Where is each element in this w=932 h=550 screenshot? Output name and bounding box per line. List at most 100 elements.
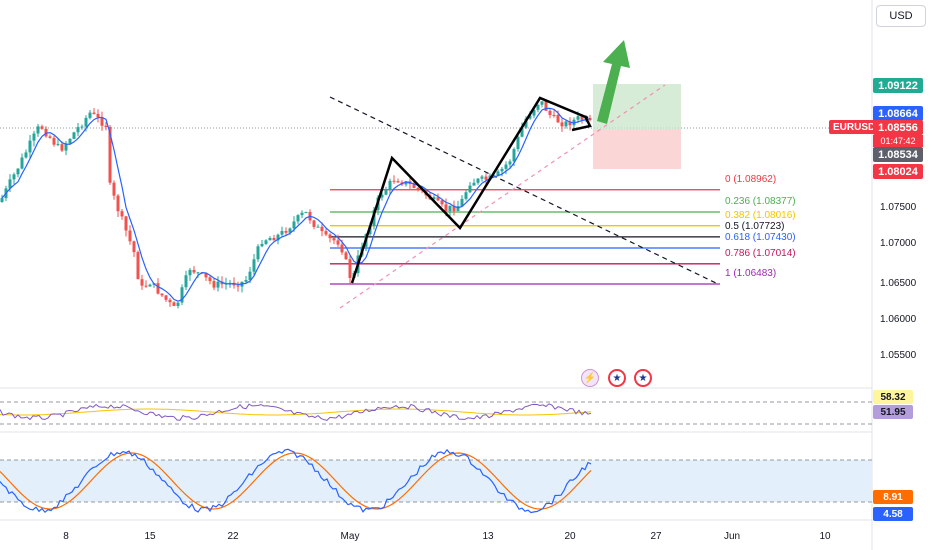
candle-body	[160, 293, 164, 296]
candle-body	[172, 302, 176, 306]
candle-body	[348, 259, 352, 278]
time-axis-label: May	[340, 531, 360, 542]
candle-body	[280, 231, 284, 235]
candle-body	[528, 115, 532, 119]
candle-body	[76, 127, 80, 133]
rsi-line	[0, 403, 592, 421]
candle-body	[212, 281, 216, 288]
candle-body	[296, 215, 300, 222]
candle-body	[8, 179, 12, 189]
price-axis-label: 1.06000	[880, 314, 917, 325]
candle-body	[20, 157, 24, 169]
candle-body	[492, 175, 496, 177]
candle-body	[180, 287, 184, 303]
time-axis-label: 10	[819, 531, 831, 542]
stoch-d-line	[0, 452, 592, 510]
candle-body	[460, 198, 464, 207]
candle-body	[384, 189, 388, 195]
candle-body	[244, 279, 248, 282]
candle-body	[260, 243, 264, 247]
candle-body	[576, 116, 580, 120]
candle-body	[192, 269, 196, 273]
bullish-arrow	[597, 40, 630, 124]
stoch-band	[0, 460, 872, 502]
price-tag: 1.08534	[873, 147, 923, 162]
candle-body	[560, 122, 564, 127]
long-stop-zone	[593, 129, 681, 169]
candle-body	[60, 144, 64, 151]
candle-body	[484, 176, 488, 180]
candle-body	[512, 149, 516, 162]
candle-body	[104, 125, 108, 127]
stoch-value-tag: 8.91	[873, 490, 913, 504]
candle-body	[328, 234, 332, 239]
candle-body	[496, 171, 500, 176]
candle-body	[472, 182, 476, 186]
rsi-ma-line	[0, 408, 592, 416]
candle-body	[32, 133, 36, 141]
rsi-value-tag: 51.95	[873, 405, 913, 419]
candle-body	[532, 109, 536, 116]
candle-body	[304, 211, 308, 213]
candle-body	[404, 181, 408, 185]
symbol-badge: EURUSD	[829, 120, 880, 134]
candle-body	[292, 221, 296, 229]
candle-body	[28, 140, 32, 153]
price-axis-label: 1.07000	[880, 238, 917, 249]
candle-body	[436, 197, 440, 201]
candle-body	[580, 116, 584, 120]
candle-body	[340, 244, 344, 253]
candle-body	[56, 144, 60, 146]
fib-level-label: 0 (1.08962)	[725, 173, 777, 185]
candle-body	[48, 136, 52, 138]
rsi-value-tag: 58.32	[873, 390, 913, 404]
fib-level-label: 1 (1.06483)	[725, 268, 777, 279]
candle-body	[116, 195, 120, 212]
candle-body	[252, 259, 256, 272]
us-flag-event-icon[interactable]: ★	[608, 369, 626, 387]
candle-body	[228, 282, 232, 284]
currency-selector-button[interactable]: USD	[876, 5, 926, 27]
candle-body	[132, 241, 136, 253]
candle-body	[300, 212, 304, 216]
candle-body	[444, 204, 448, 212]
candle-body	[464, 192, 468, 199]
candle-body	[536, 104, 540, 110]
us-flag-event-icon[interactable]: ★	[634, 369, 652, 387]
candle-body	[208, 277, 212, 282]
candle-body	[136, 252, 140, 280]
candle-body	[276, 234, 280, 241]
price-axis-label: 1.06500	[880, 278, 917, 289]
candle-body	[16, 168, 20, 175]
time-axis-label: 20	[564, 531, 576, 542]
candle-body	[480, 176, 484, 179]
candle-body	[64, 143, 68, 151]
candle-body	[504, 164, 508, 169]
price-tag: 1.08556	[873, 120, 923, 135]
candle-body	[176, 302, 180, 306]
candle-body	[456, 206, 460, 211]
candle-body	[52, 137, 56, 145]
candle-body	[88, 112, 92, 118]
candle-body	[324, 231, 328, 235]
candle-body	[120, 211, 124, 217]
lightning-event-icon[interactable]: ⚡	[581, 369, 599, 387]
candle-body	[68, 138, 72, 144]
candle-body	[548, 110, 552, 115]
candle-body	[144, 285, 148, 287]
up-trendline	[339, 84, 666, 309]
candle-body	[412, 183, 416, 189]
time-axis-label: 8	[63, 531, 69, 542]
candle-body	[516, 136, 520, 150]
candle-body	[552, 114, 556, 116]
candle-body	[556, 115, 560, 123]
candle-body	[388, 180, 392, 190]
candle-body	[84, 117, 88, 127]
fib-level-label: 0.236 (1.08377)	[725, 195, 796, 207]
candle-body	[148, 284, 152, 287]
candle-body	[128, 230, 132, 242]
candle-body	[524, 118, 528, 128]
time-axis-label: 27	[650, 531, 662, 542]
candle-body	[508, 161, 512, 165]
